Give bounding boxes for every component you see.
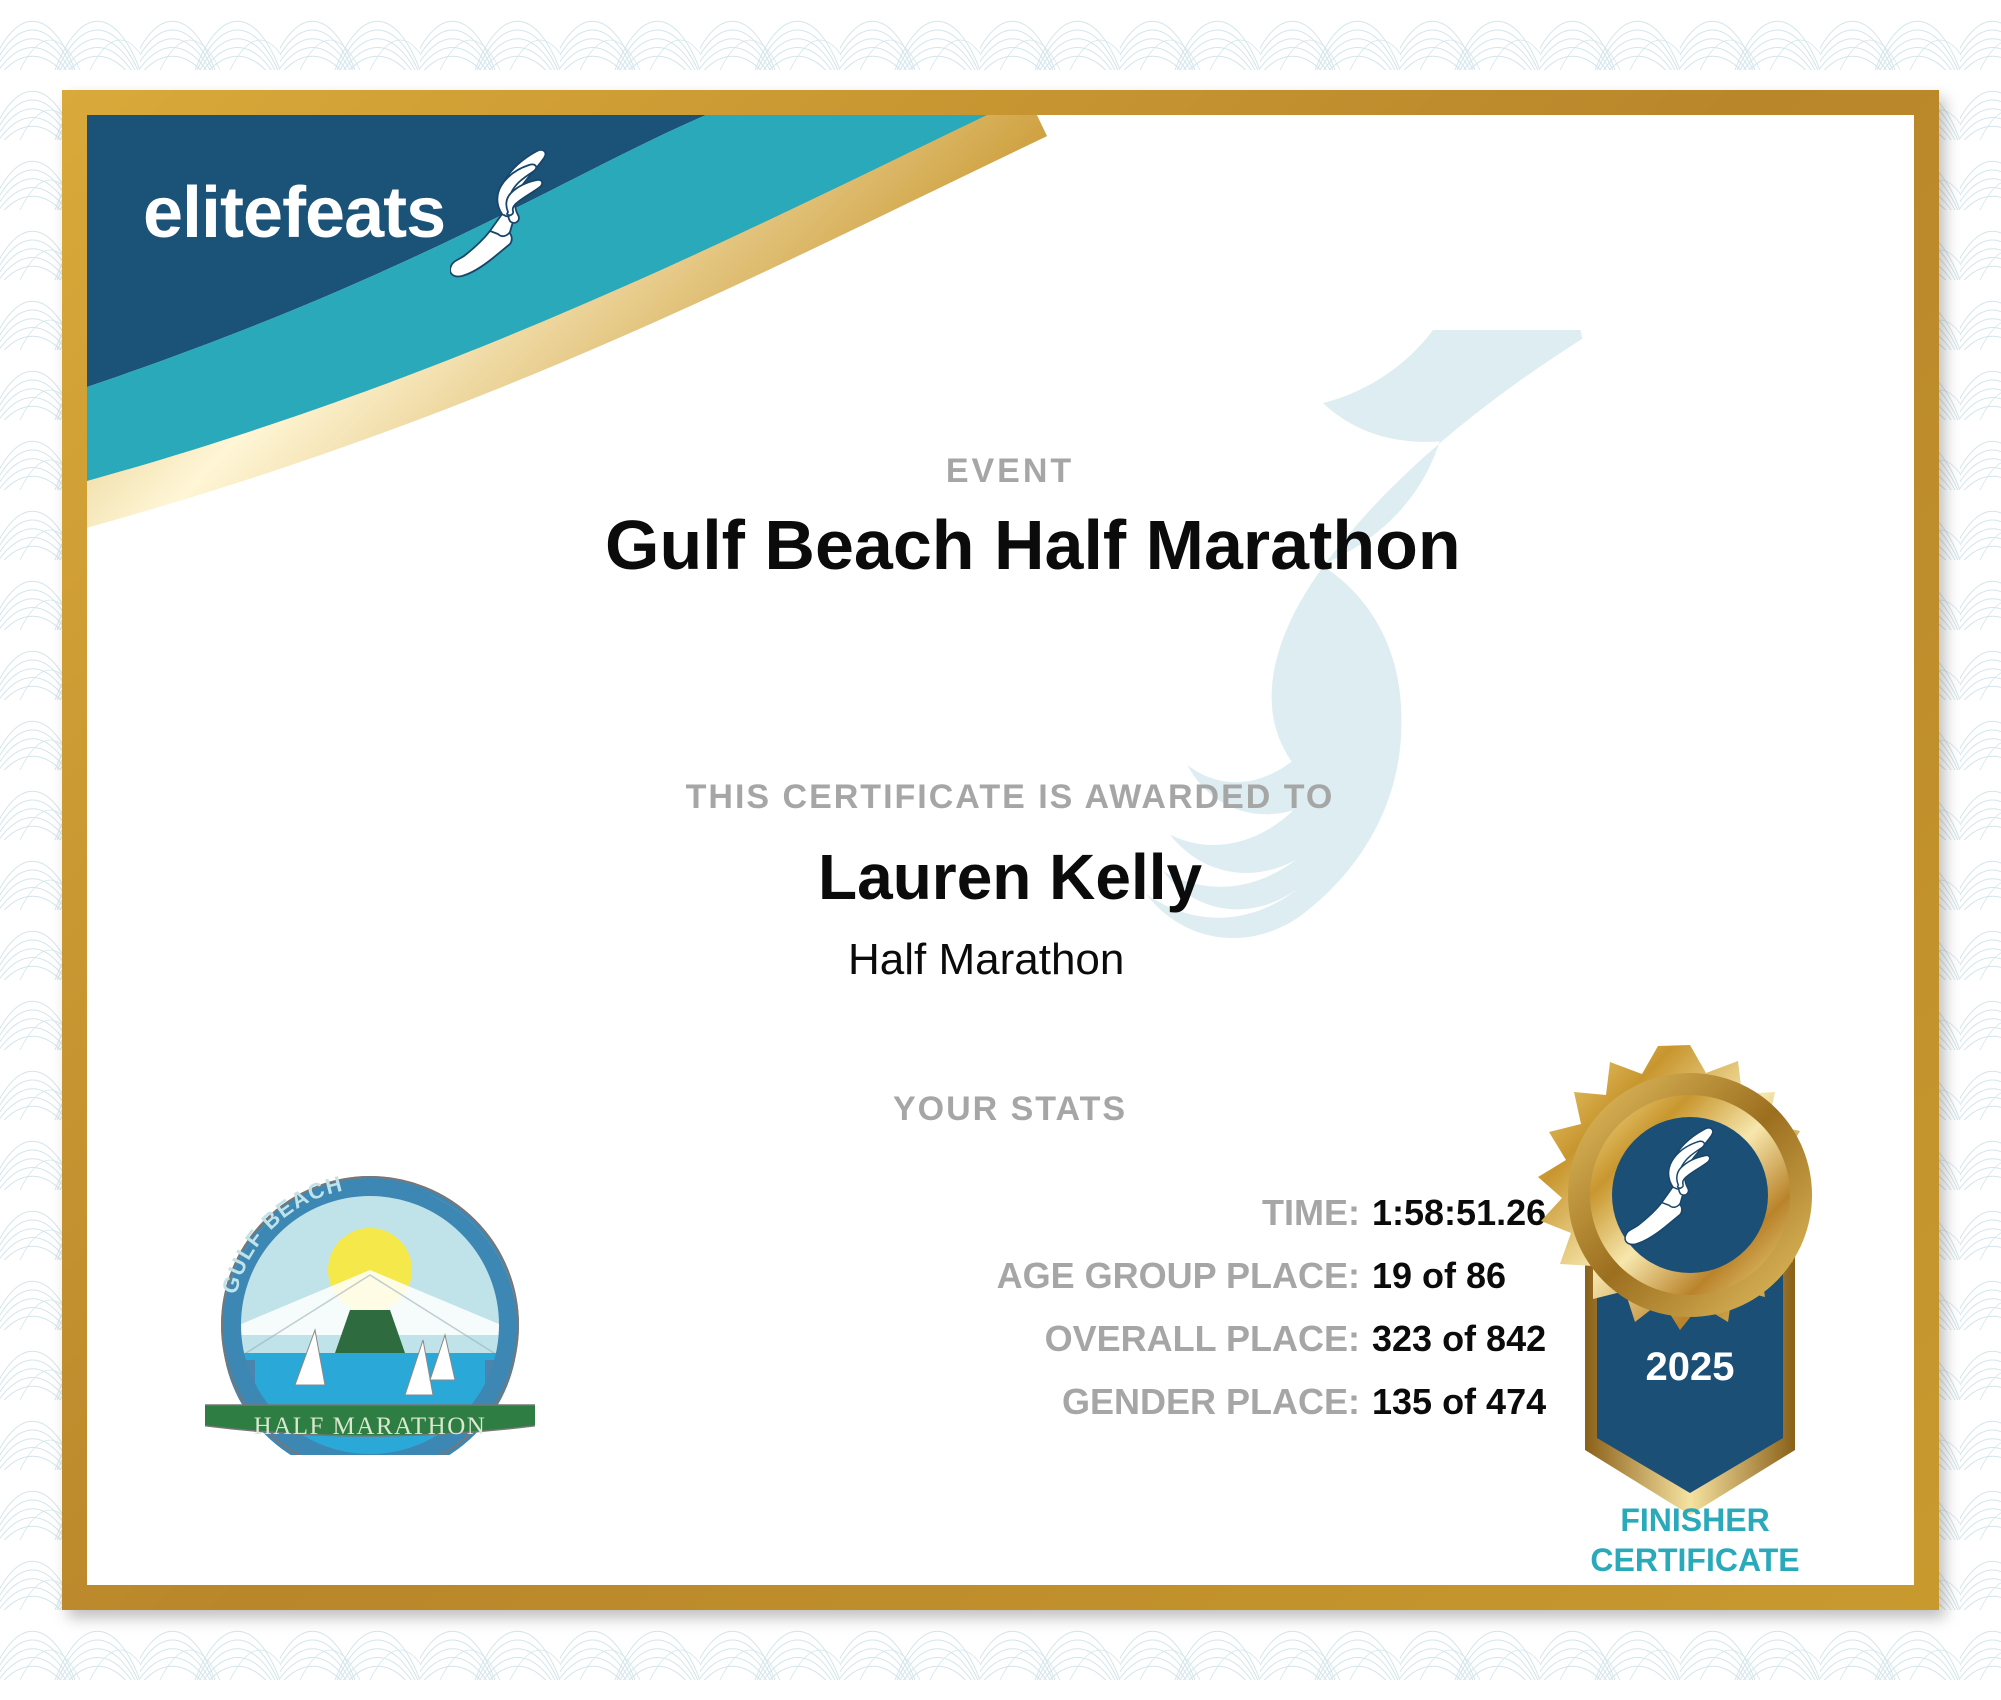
svg-text:HALF MARATHON: HALF MARATHON: [254, 1413, 487, 1440]
svg-text:2025: 2025: [1646, 1345, 1735, 1389]
